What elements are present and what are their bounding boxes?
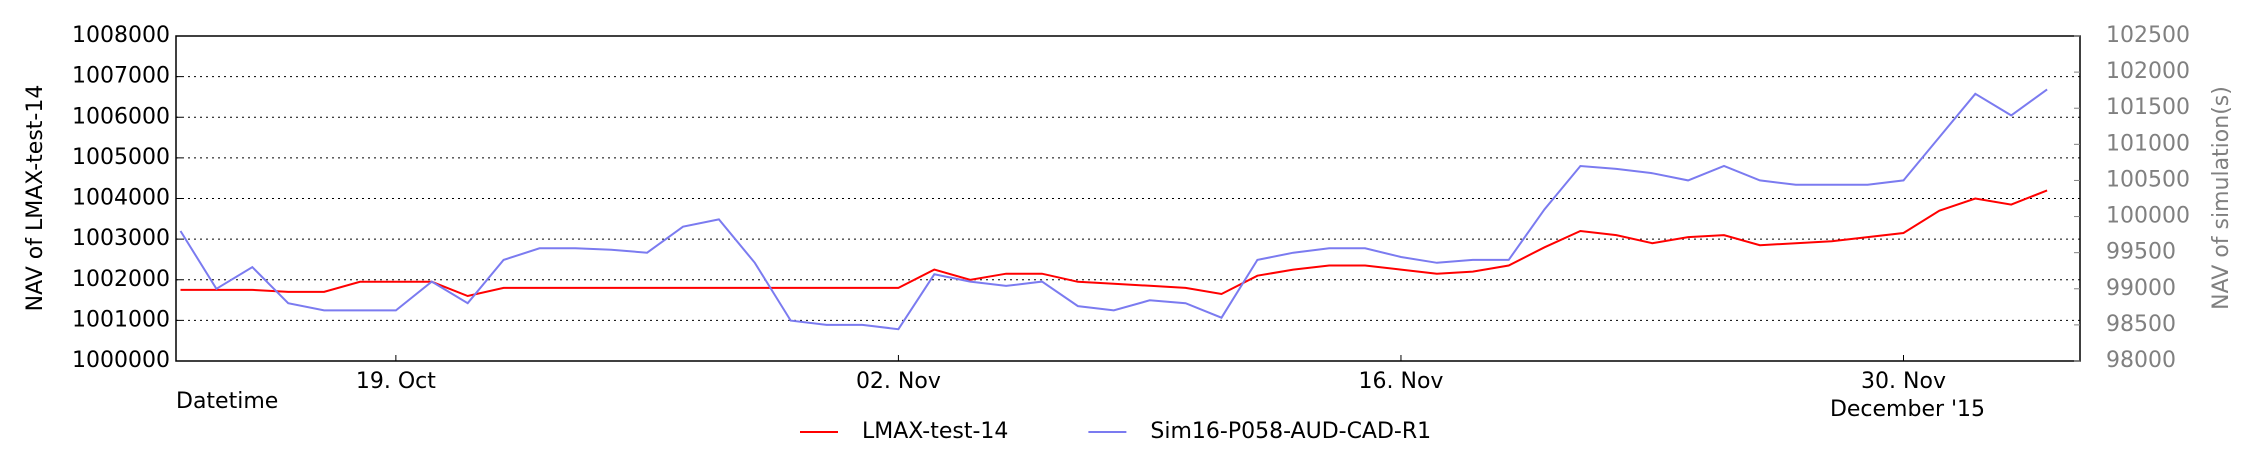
y-tick-label: 1000000: [72, 348, 170, 373]
y-tick-label: 1008000: [72, 23, 170, 48]
y2-tick-label: 99000: [2106, 276, 2176, 301]
y-tick-label: 1004000: [72, 186, 170, 211]
y2-tick-label: 102500: [2106, 23, 2190, 48]
y2-tick-label: 100500: [2106, 167, 2190, 192]
y-axis-label: NAV of LMAX-test-14: [23, 85, 48, 312]
x-tick-label: 02. Nov: [856, 369, 941, 394]
y-tick-label: 1003000: [72, 226, 170, 251]
y2-tick-label: 98500: [2106, 312, 2176, 337]
y-tick-label: 1006000: [72, 104, 170, 129]
x-tick-label: 30. Nov: [1861, 369, 1946, 394]
legend-label: LMAX-test-14: [862, 419, 1008, 444]
y-tick-label: 1005000: [72, 145, 170, 170]
y2-tick-label: 99500: [2106, 240, 2176, 265]
y2-tick-label: 101000: [2106, 131, 2190, 156]
legend-label: Sim16-P058-AUD-CAD-R1: [1150, 419, 1431, 444]
y2-tick-label: 98000: [2106, 348, 2176, 373]
y-tick-label: 1001000: [72, 307, 170, 332]
x-sublabel: December '15: [1830, 397, 1985, 422]
y2-tick-label: 101500: [2106, 95, 2190, 120]
x-axis-label: Datetime: [176, 389, 278, 414]
plot-frame: [175, 35, 2081, 362]
x-tick-label: 19. Oct: [356, 369, 436, 394]
y2-tick-label: 100000: [2106, 204, 2190, 229]
series-line: [180, 189, 2048, 298]
x-tick-label: 16. Nov: [1359, 369, 1444, 394]
y2-tick-label: 102000: [2106, 59, 2190, 84]
series-line: [179, 88, 2048, 331]
y-tick-label: 1007000: [72, 64, 170, 89]
y2-axis-label: NAV of simulation(s): [2209, 86, 2234, 310]
y-tick-label: 1002000: [72, 267, 170, 292]
